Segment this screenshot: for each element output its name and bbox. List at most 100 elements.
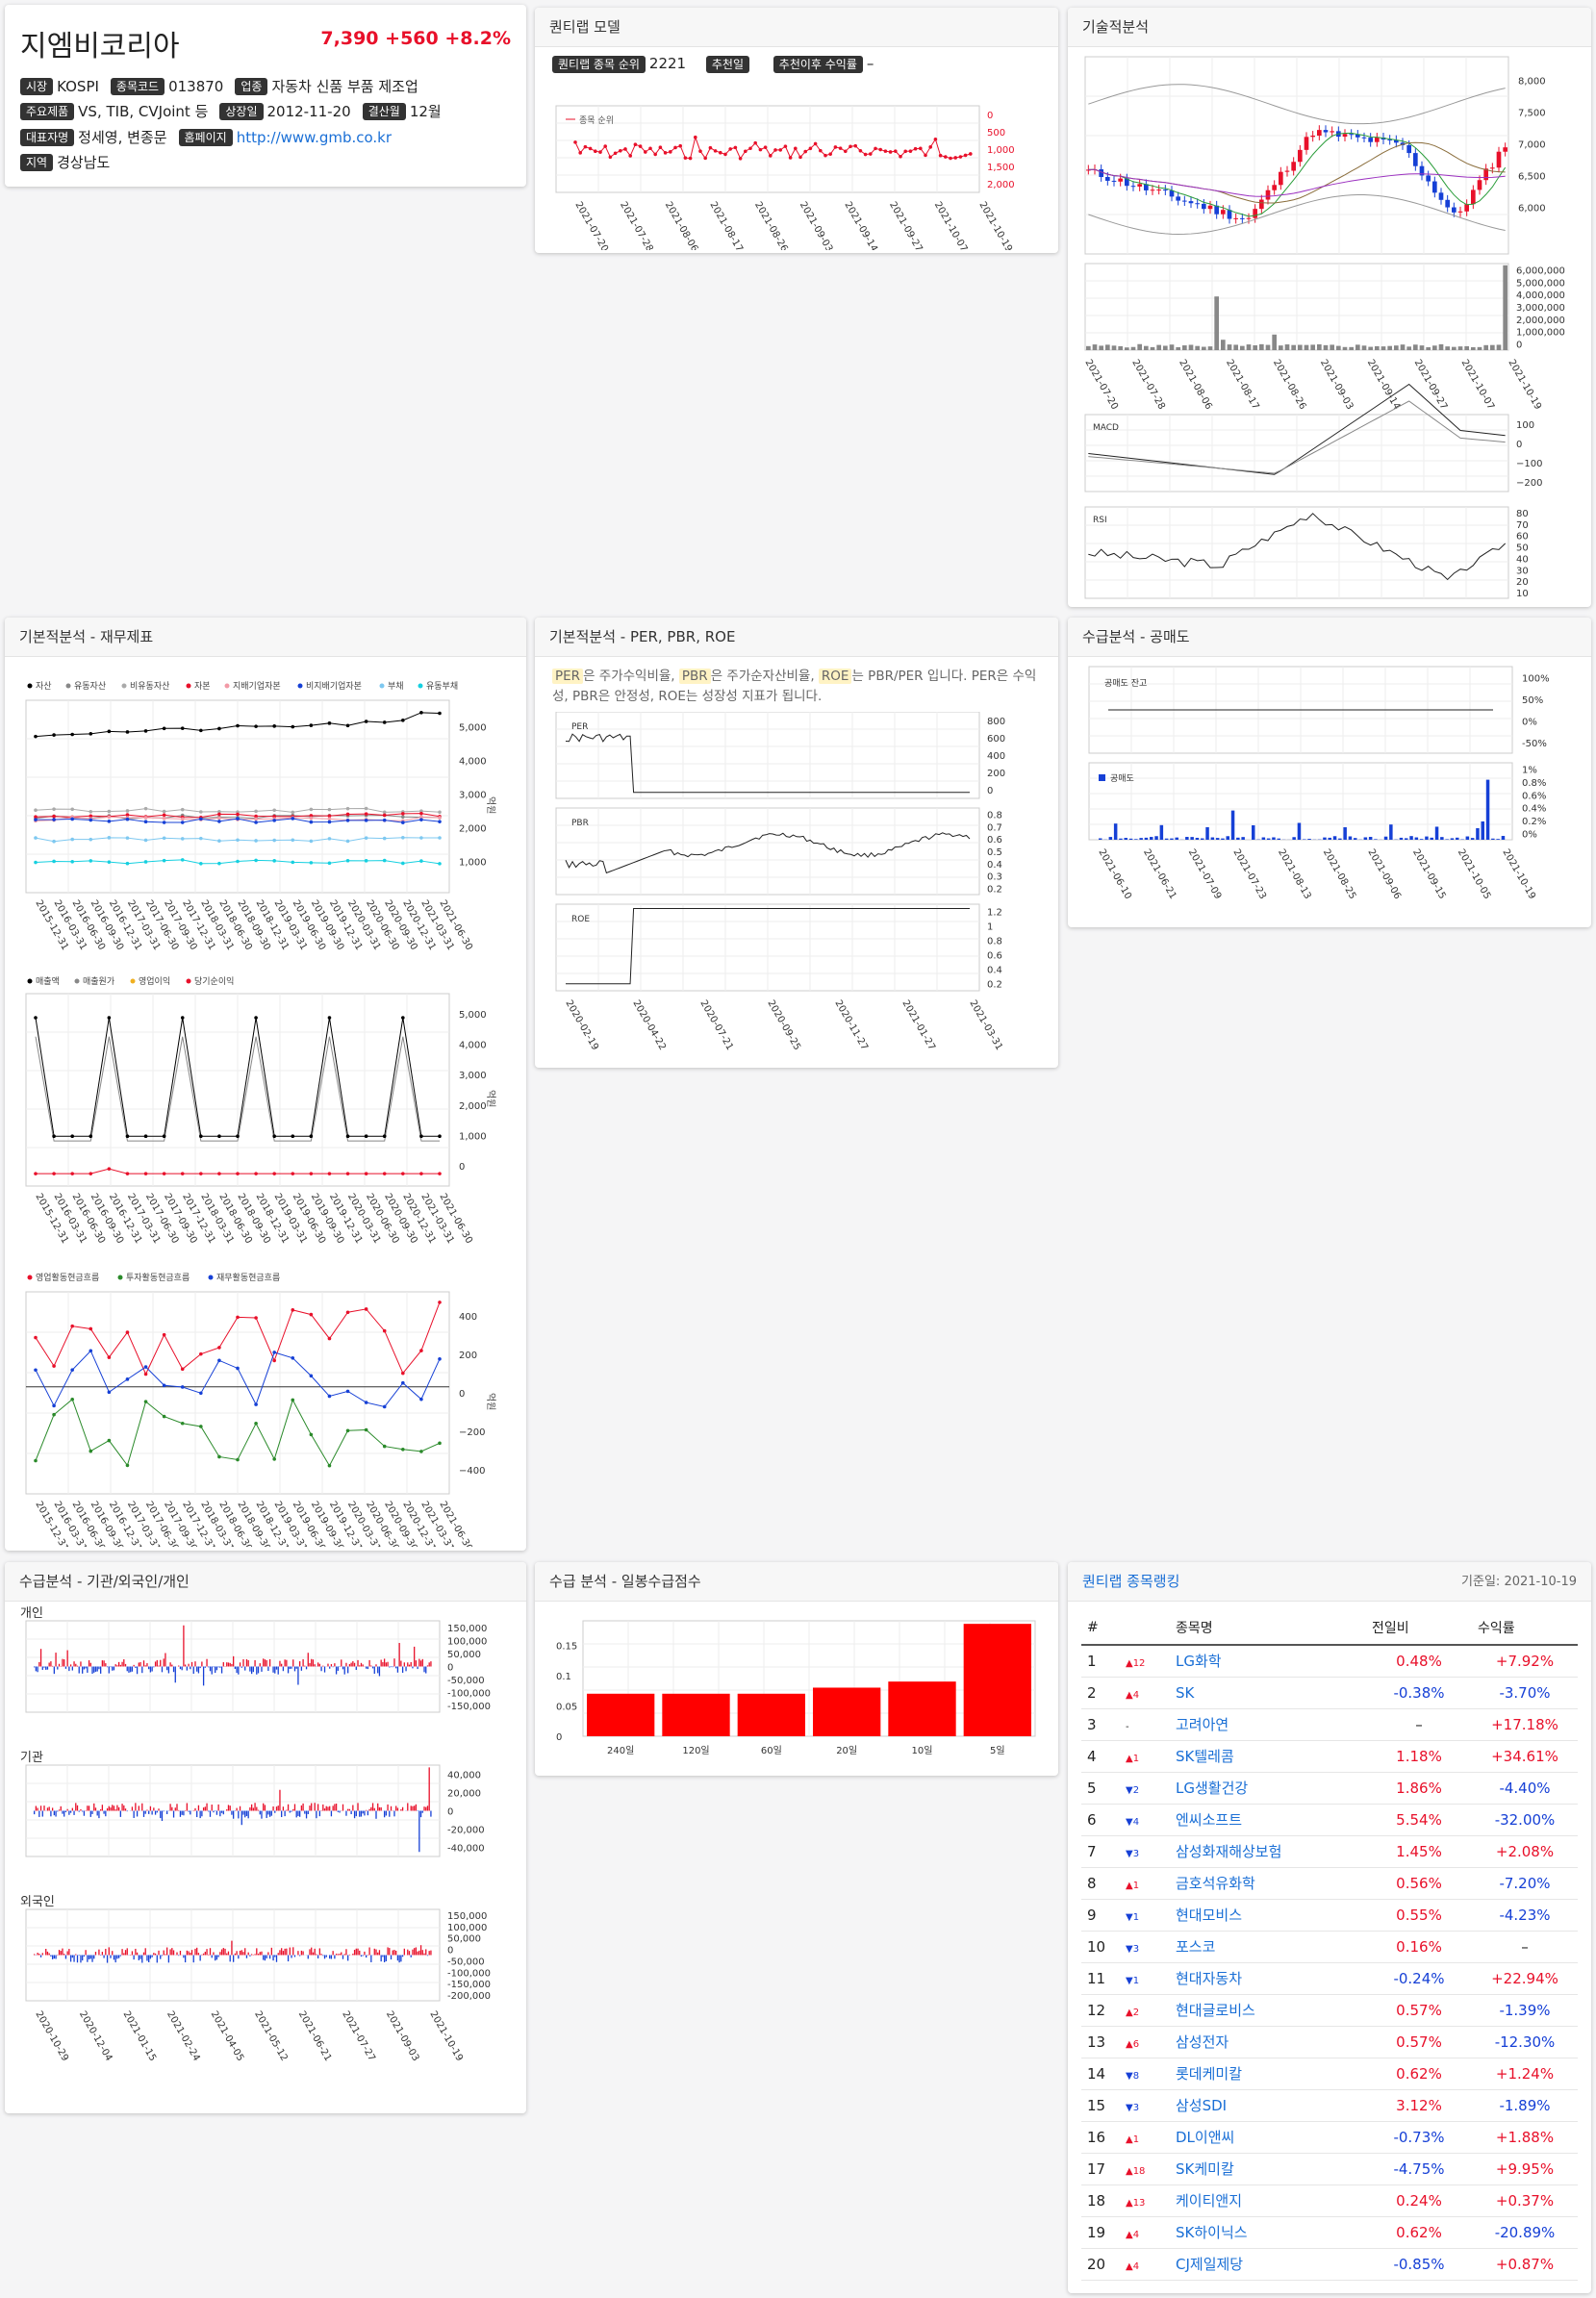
return-value-cell: +0.37%: [1472, 2184, 1578, 2217]
ranking-row[interactable]: 9 ▼1 현대모비스 0.55% -4.23%: [1081, 1899, 1578, 1932]
ranking-row[interactable]: 10 ▼3 포스코 0.16% –: [1081, 1931, 1578, 1963]
stock-link[interactable]: 현대자동차: [1176, 1970, 1243, 1987]
candle-body: [1394, 139, 1399, 143]
flow-bar: [330, 1810, 333, 1817]
flow-bar: [186, 1950, 188, 1956]
flow-bar: [401, 1806, 404, 1811]
short-ratio-bar: [1159, 824, 1164, 840]
flow-bar: [37, 1666, 38, 1673]
flow-bar: [322, 1804, 324, 1811]
ranking-row[interactable]: 11 ▼1 현대자동차 -0.24% +22.94%: [1081, 1962, 1578, 1995]
balance-point: [89, 859, 93, 863]
stock-link[interactable]: LG화학: [1176, 1653, 1222, 1671]
volume-bar: [1176, 346, 1180, 350]
stock-link[interactable]: SK하이닉스: [1176, 2224, 1248, 2241]
volume-bar: [1246, 344, 1252, 350]
ranking-row[interactable]: 7 ▼3 삼성화재해상보험 1.45% +2.08%: [1081, 1835, 1578, 1868]
stock-link[interactable]: 고려아연: [1176, 1716, 1229, 1733]
cashflow-point: [89, 1326, 93, 1331]
flow-bar: [383, 1658, 386, 1667]
volume-bar: [1105, 344, 1110, 350]
rank-change: ▲4: [1126, 2229, 1140, 2240]
flow-bar: [245, 1955, 248, 1958]
rank-change: ▼8: [1126, 2070, 1140, 2082]
stock-link[interactable]: 엔씨소프트: [1176, 1811, 1243, 1829]
flow-bar: [202, 1666, 205, 1686]
rank-point: [578, 151, 582, 155]
flow-bar: [245, 1810, 248, 1816]
ranking-row[interactable]: 5 ▼2 LG생활건강 1.86% -4.40%: [1081, 1772, 1578, 1805]
technical-title: 기술적분석: [1068, 8, 1591, 47]
rank-point: [938, 153, 943, 158]
ratio-term: PER: [552, 669, 584, 684]
volume-bar: [1483, 344, 1488, 350]
volume-bar: [1342, 346, 1348, 350]
flow-bar: [259, 1663, 261, 1667]
ranking-row[interactable]: 13 ▲6 삼성전자 0.57% -12.30%: [1081, 2026, 1578, 2058]
flow-bar: [390, 1666, 393, 1668]
stock-link[interactable]: SK: [1176, 1683, 1195, 1702]
ranking-row[interactable]: 14 ▼8 롯데케미칼 0.62% +1.24%: [1081, 2058, 1578, 2090]
daily-change: -0.38%: [1393, 1683, 1445, 1702]
stock-link[interactable]: 현대모비스: [1176, 1907, 1243, 1924]
quant-summary: 퀀티랩 종목 순위 2221 추천일 추천이후 수익률 –: [535, 47, 1058, 81]
ranking-table: # 종목명 전일비 수익률 1 ▲12 LG화학 0.48% +7.92% 2 ▲4 SK -0…: [1081, 1611, 1578, 2281]
homepage-link[interactable]: http://www.gmb.co.kr: [236, 128, 393, 146]
stock-link[interactable]: SK케미칼: [1176, 2160, 1234, 2178]
flow-bar: [334, 1955, 336, 1959]
revenue-point: [364, 1134, 368, 1139]
flow-bar: [167, 1955, 170, 1963]
balance-point: [419, 811, 423, 816]
balance-point: [107, 729, 112, 734]
op-income-point: [272, 1172, 276, 1175]
stock-link-cell: 삼성SDI: [1170, 2089, 1366, 2122]
ranking-row[interactable]: 16 ▲1 DL이앤씨 -0.73% +1.88%: [1081, 2121, 1578, 2154]
ranking-row[interactable]: 12 ▲2 현대글로비스 0.57% -1.39%: [1081, 1994, 1578, 2027]
ranking-row[interactable]: 20 ▲4 CJ제일제당 -0.85% +0.87%: [1081, 2248, 1578, 2281]
rank-y-tick: 1,000: [987, 145, 1015, 156]
flow-bar: [41, 1810, 43, 1817]
cashflow-point: [107, 1390, 112, 1395]
flow-bar: [58, 1809, 61, 1811]
ranking-title[interactable]: 퀀티랩 종목랭킹: [1082, 1573, 1180, 1590]
ranking-row[interactable]: 4 ▲1 SK텔레콤 1.18% +34.61%: [1081, 1740, 1578, 1773]
stock-link[interactable]: DL이앤씨: [1176, 2129, 1235, 2146]
rank-point: [894, 149, 898, 153]
ranking-row[interactable]: 6 ▼4 엔씨소프트 5.54% -32.00%: [1081, 1804, 1578, 1836]
cashflow-point: [419, 1450, 423, 1453]
flow-bar: [161, 1810, 164, 1822]
stock-link[interactable]: 금호석유화학: [1176, 1875, 1255, 1892]
ranking-row[interactable]: 18 ▲13 케이티앤지 0.24% +0.37%: [1081, 2184, 1578, 2217]
ranking-row[interactable]: 17 ▲18 SK케미칼 -4.75% +9.95%: [1081, 2153, 1578, 2185]
stock-link[interactable]: SK텔레콤: [1176, 1748, 1234, 1765]
stock-link[interactable]: 포스코: [1176, 1938, 1216, 1956]
flow-bar: [219, 1810, 221, 1817]
flow-bar: [323, 1808, 326, 1811]
rank-number: 19: [1087, 2223, 1106, 2241]
stock-link[interactable]: 삼성화재해상보험: [1176, 1843, 1282, 1860]
stock-link[interactable]: 삼성전자: [1176, 2033, 1229, 2051]
y-tick-label: 7,500: [1518, 109, 1546, 119]
ranking-row[interactable]: 8 ▲1 금호석유화학 0.56% -7.20%: [1081, 1867, 1578, 1900]
stock-link[interactable]: 삼성SDI: [1176, 2097, 1228, 2114]
ranking-row[interactable]: 2 ▲4 SK -0.38% -3.70%: [1081, 1677, 1578, 1709]
rank-point: [673, 145, 677, 150]
stock-link[interactable]: 케이티앤지: [1176, 2192, 1243, 2210]
stock-link[interactable]: 현대글로비스: [1176, 2002, 1255, 2019]
short-ratio-bar: [1491, 838, 1495, 840]
rank-point: [844, 149, 848, 154]
ranking-row[interactable]: 1 ▲12 LG화학 0.48% +7.92%: [1081, 1645, 1578, 1678]
flow-bar: [401, 1955, 404, 1957]
flow-bar: [119, 1955, 121, 1957]
stock-link[interactable]: 롯데케미칼: [1176, 2065, 1243, 2083]
stock-link[interactable]: LG생활건강: [1176, 1780, 1249, 1797]
flow-bar: [169, 1662, 171, 1667]
flow-bar: [179, 1810, 182, 1817]
ranking-row[interactable]: 15 ▼3 삼성SDI 3.12% -1.89%: [1081, 2089, 1578, 2122]
stock-link[interactable]: CJ제일제당: [1176, 2256, 1244, 2273]
flow-bar: [281, 1948, 283, 1956]
flow-bar: [209, 1948, 212, 1956]
ranking-row[interactable]: 3- 고려아연 – +17.18%: [1081, 1708, 1578, 1741]
flow-bar: [71, 1666, 73, 1671]
ranking-row[interactable]: 19 ▲4 SK하이닉스 0.62% -20.89%: [1081, 2216, 1578, 2249]
